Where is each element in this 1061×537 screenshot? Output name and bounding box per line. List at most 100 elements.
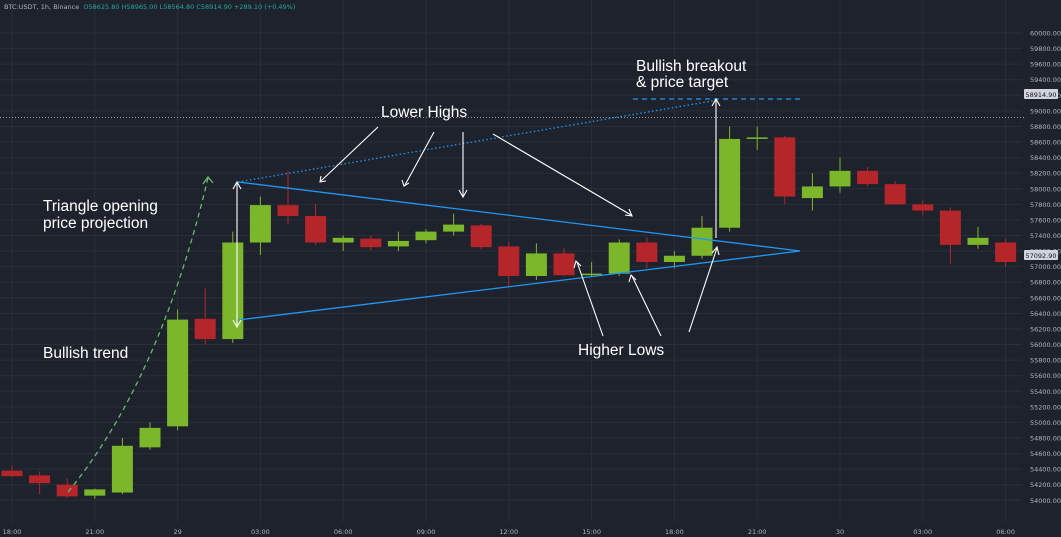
arrow-head-down-icon <box>232 319 242 329</box>
arrow-head-up-icon <box>232 180 242 190</box>
y-tick-label: 58000.00 <box>1030 185 1061 193</box>
candle <box>525 243 547 280</box>
candle-body-down <box>857 170 879 185</box>
x-tick-label: 03:00 <box>913 528 932 536</box>
candle-body-down <box>498 246 520 276</box>
candle-body-down <box>995 242 1017 262</box>
y-tick-label: 58200.00 <box>1030 170 1061 178</box>
y-tick-label: 56000.00 <box>1030 341 1061 349</box>
candle-body-down <box>305 216 327 243</box>
candle-body-down <box>636 242 658 262</box>
candle-body-down <box>884 184 906 205</box>
y-tick-label: 55000.00 <box>1030 419 1061 427</box>
candle-body-up <box>829 170 851 187</box>
ohlc-close: C58914.90 <box>196 3 232 11</box>
candle-body-down <box>29 475 51 484</box>
lower-high-arrow-2 <box>404 131 435 186</box>
candle <box>498 241 520 287</box>
x-axis: 18:00 21:00 29 03:00 06:00 09:00 12:00 15:00 18:… <box>3 528 1015 536</box>
x-tick-label: 21:00 <box>748 528 767 536</box>
candle-body-up <box>691 227 713 256</box>
candle-body-up <box>139 427 161 448</box>
label-higher-lows: Higher Lows <box>578 342 664 359</box>
candle-body-up <box>719 138 741 228</box>
candle-body-up <box>581 273 603 276</box>
candle <box>249 196 271 255</box>
interval[interactable]: 1h <box>40 3 50 11</box>
arrow-head-icon <box>624 208 633 217</box>
candle <box>84 488 106 499</box>
y-tick-label: 59600.00 <box>1030 61 1061 69</box>
candle <box>719 126 741 232</box>
y-tick-label: 56400.00 <box>1030 310 1061 318</box>
current-price-tag[interactable]: 58914.90 <box>1024 89 1058 99</box>
candle-body-up <box>167 319 189 427</box>
ohlc-low: L58564.80 <box>159 3 195 11</box>
annotation-labels: Lower Highs Higher Lows Bullish trend Tr… <box>43 58 747 362</box>
y-tick-label: 57000.00 <box>1030 263 1061 271</box>
candle-body-up <box>222 242 244 340</box>
candle <box>967 226 989 249</box>
ohlc-change: +289.10 (+0.49%) <box>233 3 296 11</box>
exchange: Binance <box>53 3 80 11</box>
candle <box>801 173 823 211</box>
candle <box>857 166 879 187</box>
candle-body-down <box>912 204 934 211</box>
symbol-name[interactable]: BTC:USDT <box>4 3 37 11</box>
candle-body-up <box>663 255 685 262</box>
candle <box>470 223 492 250</box>
candle <box>111 438 133 495</box>
candle <box>222 231 244 343</box>
candle-body-down <box>1 470 23 477</box>
bullish-trend-projection <box>67 177 209 493</box>
candle-body-down <box>470 225 492 248</box>
arrow-head-icon <box>573 259 582 269</box>
candle <box>332 235 354 252</box>
y-tick-label: 59000.00 <box>1030 107 1061 115</box>
candlesticks <box>1 126 1017 499</box>
y-tick-label: 57400.00 <box>1030 232 1061 240</box>
candle <box>553 247 575 276</box>
candle <box>1 465 23 477</box>
arrow-head-icon <box>319 175 327 183</box>
x-tick-label: 18:00 <box>3 528 22 536</box>
candle-body-up <box>387 240 409 247</box>
candle <box>912 200 934 216</box>
lower-high-arrow-4 <box>492 133 632 216</box>
arrow-head-icon <box>458 189 468 199</box>
candle <box>194 288 216 345</box>
candle-body-up <box>746 137 768 139</box>
candle-body-up <box>967 237 989 245</box>
higher-low-arrow-2 <box>631 275 662 337</box>
x-tick-label: 06:00 <box>334 528 353 536</box>
y-tick-label: 60000.00 <box>1030 30 1061 38</box>
candle <box>56 478 78 498</box>
y-tick-label: 59800.00 <box>1030 45 1061 53</box>
triangle-pattern <box>237 98 803 321</box>
candle <box>774 135 796 205</box>
label-price-projection: price projection <box>43 215 148 232</box>
candle-body-down <box>939 210 961 245</box>
x-tick-label: 09:00 <box>417 528 436 536</box>
marker-price-tag[interactable]: 57092.90 <box>1024 250 1058 260</box>
label-triangle-opening: Triangle opening <box>43 198 158 215</box>
higher-low-arrow-3 <box>688 247 718 333</box>
upper-trendline <box>237 181 801 252</box>
y-tick-label: 55600.00 <box>1030 372 1061 380</box>
current-price-value: 58914.90 <box>1025 91 1056 99</box>
candle <box>691 216 713 259</box>
y-tick-label: 58400.00 <box>1030 154 1061 162</box>
symbol-legend: BTC:USDT, 1h, Binance O58625.80 H58965.0… <box>4 3 296 11</box>
y-tick-label: 54400.00 <box>1030 466 1061 474</box>
label-price-target: & price target <box>636 74 729 91</box>
candle <box>360 235 382 252</box>
candle-body-up <box>415 231 437 241</box>
candle-body-down <box>56 484 78 497</box>
candle <box>636 237 658 269</box>
candle <box>443 213 465 236</box>
candle <box>995 238 1017 267</box>
label-bullish-breakout: Bullish breakout <box>636 58 747 75</box>
projection-dotted-line <box>237 99 719 183</box>
label-bullish-trend: Bullish trend <box>43 345 128 362</box>
